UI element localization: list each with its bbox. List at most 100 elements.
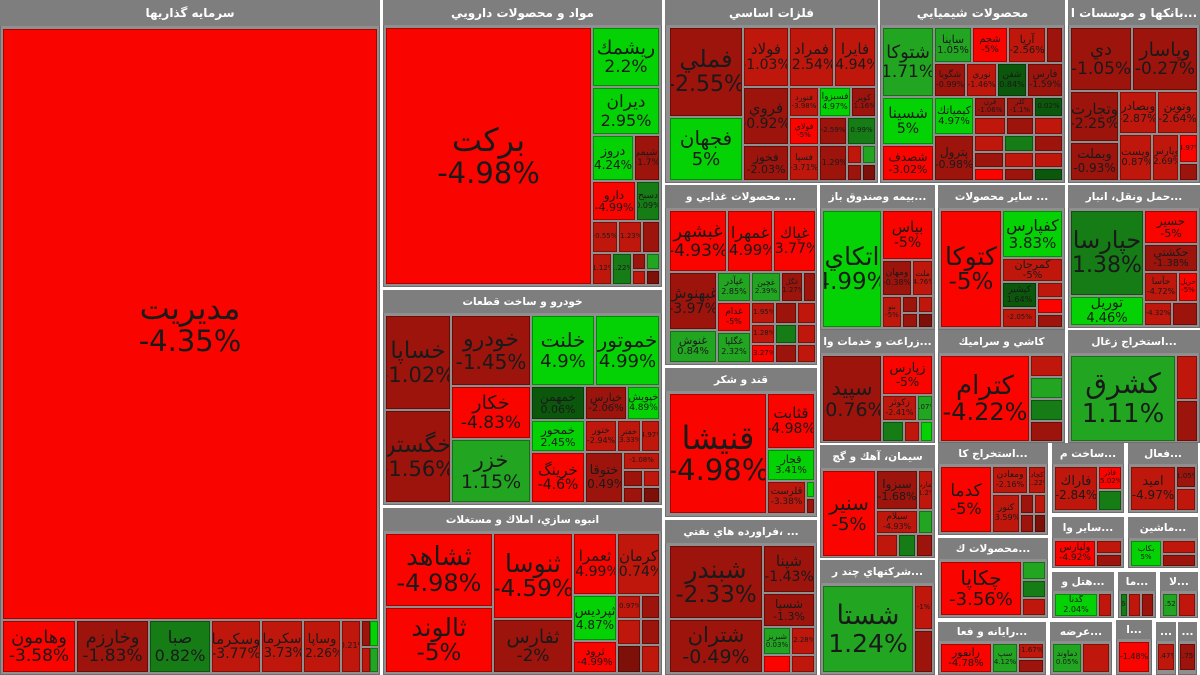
treemap-tile[interactable] — [807, 482, 814, 497]
treemap-tile[interactable] — [1035, 495, 1045, 513]
treemap-tile[interactable] — [848, 146, 861, 163]
treemap-tile[interactable] — [362, 621, 370, 646]
sector-header[interactable]: خودرو و ساخت قطعات — [383, 290, 662, 313]
treemap-tile[interactable]: دروز 4.24% — [593, 136, 633, 180]
treemap-tile[interactable]: اتكاي4.99% — [823, 211, 881, 327]
treemap-tile[interactable]: حآسا -4.72% — [1145, 273, 1177, 301]
treemap-tile[interactable]: فمراد-2.54% — [790, 28, 833, 86]
treemap-tile[interactable] — [1099, 594, 1111, 616]
treemap-tile[interactable]: وپست-0.87% — [1120, 135, 1151, 180]
treemap-tile[interactable] — [776, 345, 796, 362]
treemap-tile[interactable] — [1047, 28, 1062, 62]
treemap-tile[interactable]: ثرود -4.99% — [574, 642, 616, 672]
treemap-tile[interactable] — [1035, 118, 1062, 134]
treemap-tile[interactable]: دشيمي-1.7% — [635, 136, 659, 180]
treemap-tile[interactable]: زكوثر -2.41% — [883, 396, 916, 420]
treemap-tile[interactable]: غدام -5% — [718, 303, 750, 331]
treemap-tile[interactable] — [1035, 169, 1062, 180]
treemap-tile[interactable] — [1099, 491, 1121, 510]
treemap-tile[interactable]: فارس -1.59% — [1028, 64, 1062, 96]
sector-header[interactable]: ...بانكها و موسسات ا — [1068, 0, 1200, 25]
treemap-tile[interactable]: قنيشا -4.98% — [670, 394, 766, 513]
treemap-tile[interactable]: بپاس -5% — [883, 211, 932, 259]
sector-header[interactable]: محصولات شيميايي — [880, 0, 1065, 25]
treemap-tile[interactable]: كفپارس 3.83% — [1003, 211, 1062, 257]
treemap-tile[interactable] — [370, 621, 378, 646]
sector-header[interactable]: ...استخراج كا — [938, 443, 1048, 464]
sector-header[interactable]: ...شركتهاي چند ر — [820, 560, 935, 583]
treemap-tile[interactable] — [1023, 599, 1045, 615]
treemap-tile[interactable]: قلرست -3.38% — [768, 482, 805, 513]
treemap-tile[interactable]: فنورد -3.98% — [790, 88, 818, 116]
treemap-tile[interactable]: غبهنوش -3.97% — [670, 273, 716, 329]
treemap-tile[interactable] — [919, 314, 932, 327]
sector-header[interactable]: قند و شكر — [665, 368, 817, 391]
treemap-tile[interactable]: گدنا 2.04% — [1055, 594, 1097, 616]
treemap-tile[interactable]: دماوند 0.05% — [1053, 644, 1081, 672]
sector-header[interactable]: سرمايه گذاريها — [0, 0, 380, 26]
treemap-tile[interactable] — [905, 422, 919, 441]
treemap-tile[interactable]: چكاپا -3.56% — [941, 562, 1021, 615]
treemap-tile[interactable]: ثشاهد -4.98% — [386, 534, 492, 606]
sector-header[interactable]: ...محصولات ك — [938, 538, 1048, 559]
treemap-tile[interactable] — [903, 297, 917, 312]
treemap-tile[interactable] — [804, 273, 815, 301]
sector-header[interactable]: ...رايانه و فعا — [938, 622, 1046, 641]
treemap-tile[interactable]: حپارسا 1.38% — [1071, 211, 1143, 295]
treemap-tile[interactable]: وسكرما -3.77% — [212, 621, 260, 672]
treemap-tile[interactable]: حسير -5% — [1145, 211, 1197, 243]
treemap-tile[interactable] — [1005, 153, 1033, 167]
treemap-tile[interactable]: خساپا-1.02% — [386, 316, 450, 409]
treemap-tile[interactable]: فولاد-1.03% — [744, 28, 788, 86]
treemap-tile[interactable]: فجهان 5% — [670, 118, 742, 180]
treemap-tile[interactable] — [1005, 136, 1033, 151]
treemap-tile[interactable]: ساينا 1.05% — [935, 28, 971, 62]
treemap-tile[interactable] — [633, 271, 645, 284]
treemap-tile[interactable]: وبصادر -2.87% — [1120, 92, 1156, 133]
treemap-tile[interactable]: ونوين -2.64% — [1158, 92, 1197, 133]
treemap-tile[interactable] — [1083, 644, 1109, 672]
treemap-tile[interactable]: شصدف -3.02% — [883, 146, 933, 180]
sector-header[interactable]: ...حمل ونقل، انبار — [1068, 185, 1200, 208]
sector-header[interactable]: ... محصولات غذايي و — [665, 185, 817, 208]
sector-header[interactable]: ...بيمه وصندوق باز — [820, 185, 935, 208]
treemap-tile[interactable]: فولاي -5% — [790, 118, 818, 144]
treemap-tile[interactable]: كيمياتك 4.97% — [935, 98, 973, 134]
treemap-tile[interactable] — [798, 303, 815, 323]
treemap-tile[interactable]: -3.52% — [1163, 594, 1177, 616]
treemap-tile[interactable]: 1.22% — [613, 254, 631, 284]
treemap-tile[interactable]: شبريز 0.03% — [764, 628, 790, 654]
treemap-tile[interactable]: كپشير 1.64% — [1003, 283, 1036, 307]
sector-header[interactable]: انبوه سازي، املاك و مستغلات — [383, 508, 662, 531]
treemap-tile[interactable] — [915, 631, 932, 672]
treemap-tile[interactable]: حريل -5% — [1179, 273, 1197, 301]
treemap-tile[interactable] — [863, 165, 875, 180]
treemap-tile[interactable]: -2.59% — [820, 118, 846, 144]
treemap-tile[interactable]: خكار -4.83% — [452, 387, 530, 438]
treemap-tile[interactable] — [975, 136, 1003, 151]
treemap-tile[interactable]: قرن -1.06% — [975, 98, 1005, 116]
treemap-tile[interactable] — [644, 471, 659, 486]
treemap-tile[interactable] — [1180, 164, 1197, 180]
treemap-tile[interactable]: -4.97% — [642, 421, 659, 451]
treemap-tile[interactable]: خلنت 4.9% — [532, 316, 594, 385]
treemap-tile[interactable]: 4.07% — [918, 396, 932, 420]
treemap-tile[interactable]: ختوقا-0.49% — [586, 453, 622, 502]
treemap-tile[interactable] — [1038, 299, 1062, 313]
sector-header[interactable]: ...ماشين — [1128, 517, 1198, 538]
treemap-tile[interactable]: غنوش 0.84% — [670, 331, 716, 362]
treemap-tile[interactable]: قجار 3.41% — [768, 450, 814, 480]
treemap-tile[interactable]: -1.23% — [619, 222, 641, 252]
treemap-tile[interactable]: كترام -4.22% — [941, 356, 1029, 441]
treemap-tile[interactable] — [1097, 555, 1121, 566]
treemap-tile[interactable] — [776, 303, 796, 323]
treemap-tile[interactable]: -1.28% — [752, 325, 774, 343]
treemap-tile[interactable] — [1035, 136, 1062, 151]
treemap-tile[interactable] — [1035, 153, 1062, 167]
treemap-tile[interactable]: خگستر-1.56% — [386, 411, 450, 502]
treemap-tile[interactable]: سيلام -4.93% — [877, 511, 917, 533]
treemap-tile[interactable]: 0.99% — [848, 118, 875, 144]
treemap-tile[interactable]: شگويا -0.99% — [935, 64, 965, 96]
treemap-tile[interactable]: -1.95% — [752, 303, 774, 323]
treemap-tile[interactable] — [624, 471, 642, 486]
